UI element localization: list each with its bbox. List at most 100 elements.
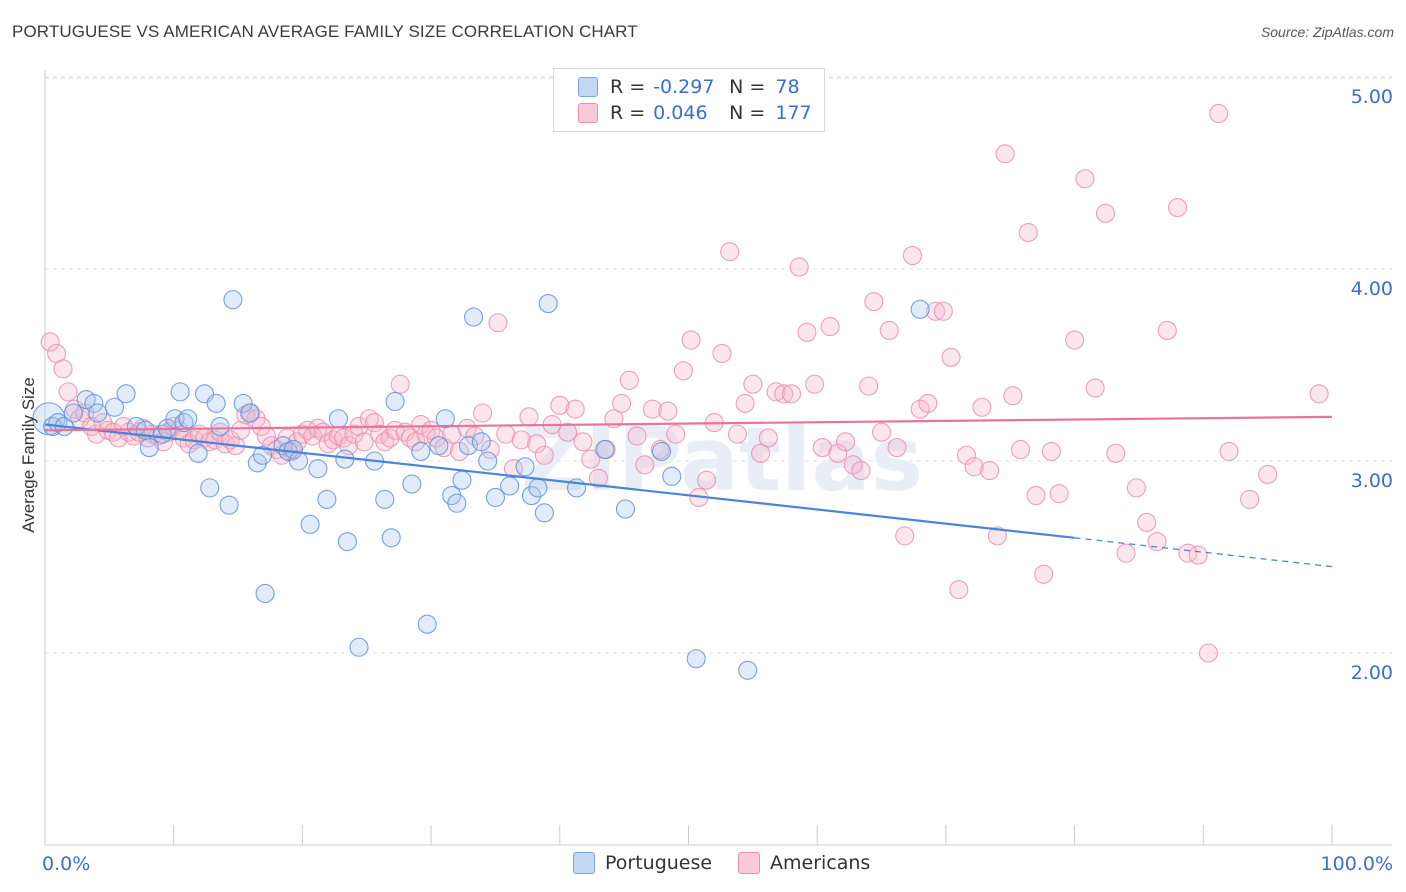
portuguese-point bbox=[528, 478, 548, 498]
americans-point bbox=[766, 382, 786, 402]
americans-point bbox=[395, 422, 415, 442]
americans-points bbox=[40, 103, 1329, 663]
americans-point bbox=[681, 330, 701, 350]
americans-point bbox=[1106, 443, 1126, 463]
americans-point bbox=[941, 347, 961, 367]
americans-point bbox=[933, 301, 953, 321]
americans-point bbox=[511, 430, 531, 450]
n-value: 177 bbox=[775, 102, 812, 124]
portuguese-point bbox=[300, 514, 320, 534]
americans-point bbox=[735, 393, 755, 413]
americans-point bbox=[1010, 439, 1031, 460]
portuguese-point bbox=[485, 487, 506, 508]
americans-point bbox=[987, 526, 1007, 546]
portuguese-point bbox=[308, 459, 328, 479]
portuguese-point bbox=[375, 489, 395, 509]
portuguese-point bbox=[206, 393, 226, 413]
americans-point bbox=[820, 317, 840, 337]
americans-point bbox=[789, 257, 809, 277]
americans-point bbox=[1018, 222, 1038, 243]
portuguese-point bbox=[538, 294, 558, 314]
americans-point bbox=[797, 322, 817, 342]
portuguese-point bbox=[478, 451, 498, 471]
americans-point bbox=[473, 403, 493, 423]
portuguese-point bbox=[738, 660, 758, 680]
portuguese-point bbox=[337, 532, 357, 552]
americans-point bbox=[588, 468, 608, 488]
americans-swatch bbox=[738, 852, 760, 874]
portuguese-point bbox=[452, 470, 472, 490]
americans-trend-line bbox=[44, 415, 1333, 432]
americans-point bbox=[1198, 643, 1218, 663]
n-label: N = bbox=[729, 102, 766, 124]
americans-point bbox=[1041, 441, 1061, 461]
portuguese-point bbox=[116, 384, 136, 404]
y-tick-label: 3.00 bbox=[1351, 470, 1393, 492]
americans-point bbox=[642, 399, 663, 419]
portuguese-point bbox=[521, 486, 542, 506]
portuguese-point bbox=[447, 493, 467, 513]
americans-point bbox=[1085, 378, 1105, 398]
americans-point bbox=[550, 395, 570, 415]
y-tick-label: 4.00 bbox=[1351, 278, 1393, 300]
legend-row-portuguese: R = -0.297 N = 78 bbox=[578, 74, 800, 100]
portuguese-point bbox=[381, 528, 401, 548]
portuguese-point bbox=[84, 393, 104, 413]
y-tick-label: 5.00 bbox=[1351, 86, 1393, 108]
americans-point bbox=[949, 580, 969, 600]
portuguese-point bbox=[458, 436, 478, 456]
legend-label-portuguese: Portuguese bbox=[605, 852, 713, 874]
portuguese-point bbox=[471, 432, 491, 452]
portuguese-point bbox=[188, 443, 208, 463]
americans-point bbox=[1240, 489, 1260, 509]
portuguese-point bbox=[429, 436, 449, 456]
americans-point bbox=[1034, 564, 1054, 584]
americans-point bbox=[1065, 330, 1085, 350]
americans-point bbox=[859, 376, 879, 396]
americans-point bbox=[758, 428, 778, 448]
americans-point bbox=[918, 393, 938, 413]
portuguese-point bbox=[255, 583, 275, 604]
portuguese-point bbox=[417, 614, 437, 634]
americans-point bbox=[58, 382, 78, 402]
portuguese-point bbox=[240, 403, 260, 423]
portuguese-point bbox=[910, 299, 930, 319]
americans-point bbox=[416, 424, 436, 444]
americans-point bbox=[1168, 198, 1188, 218]
portuguese-point bbox=[385, 391, 405, 412]
americans-point bbox=[1095, 203, 1116, 223]
portuguese-point bbox=[210, 416, 230, 436]
americans-point bbox=[851, 461, 871, 481]
portuguese-point bbox=[435, 409, 455, 429]
americans-point bbox=[902, 246, 922, 266]
gridlines bbox=[45, 76, 1392, 654]
americans-point bbox=[354, 432, 374, 452]
portuguese-point bbox=[317, 489, 337, 509]
americans-point bbox=[879, 320, 899, 340]
americans-point bbox=[488, 313, 508, 333]
portuguese-point bbox=[288, 451, 309, 471]
americans-point bbox=[573, 432, 593, 452]
americans-point bbox=[627, 426, 647, 446]
portuguese-point bbox=[411, 441, 431, 461]
americans-point bbox=[534, 445, 554, 465]
americans-point bbox=[1026, 486, 1046, 506]
r-value: 0.046 bbox=[653, 102, 708, 124]
chart-title: PORTUGUESE VS AMERICAN AVERAGE FAMILY SI… bbox=[12, 22, 638, 41]
americans-point bbox=[696, 470, 717, 490]
portuguese-trend-line bbox=[44, 423, 1075, 539]
americans-point bbox=[712, 343, 732, 364]
americans-point bbox=[658, 401, 678, 421]
americans-point bbox=[980, 461, 1000, 481]
portuguese-point bbox=[223, 290, 243, 310]
americans-point bbox=[565, 399, 585, 419]
portuguese-swatch bbox=[578, 77, 598, 97]
americans-point bbox=[843, 455, 863, 475]
americans-point bbox=[619, 370, 639, 390]
americans-point bbox=[887, 438, 907, 458]
americans-point bbox=[1049, 484, 1069, 504]
portuguese-point bbox=[595, 439, 615, 460]
americans-point bbox=[411, 414, 431, 435]
americans-point bbox=[53, 359, 73, 379]
americans-swatch bbox=[578, 103, 598, 123]
